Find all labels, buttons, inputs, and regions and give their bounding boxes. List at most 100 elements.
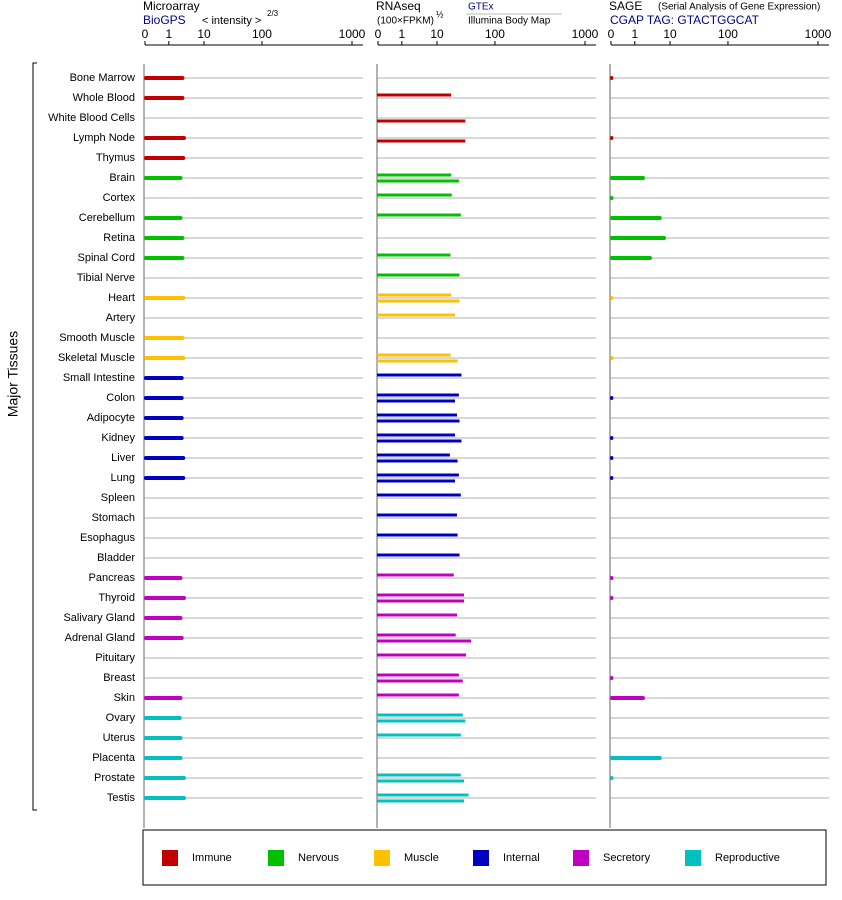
bar [377, 633, 456, 637]
bar [377, 119, 466, 123]
tissue-label: Breast [103, 672, 135, 684]
bar [377, 179, 459, 183]
bar [144, 696, 183, 700]
x-tick-label: 100 [718, 27, 738, 41]
bar [144, 456, 186, 460]
bar [144, 216, 183, 220]
x-tick-label: 0 [608, 27, 615, 41]
bar [377, 593, 465, 597]
legend-label: Reproductive [715, 852, 780, 864]
bar [377, 773, 461, 777]
x-tick-label: 0 [375, 27, 382, 41]
legend-swatch [162, 850, 178, 866]
tissue-label: Stomach [92, 512, 135, 524]
legend-swatch [573, 850, 589, 866]
tissue-label: Pancreas [89, 572, 136, 584]
bar [377, 479, 456, 483]
tissue-label: White Blood Cells [48, 112, 135, 124]
bar [144, 796, 187, 800]
bar [377, 719, 466, 723]
bar [377, 599, 465, 603]
axis-label: < intensity > [202, 15, 261, 27]
tissue-label: Adrenal Gland [65, 632, 135, 644]
tissue-label: Prostate [94, 772, 135, 784]
legend-label: Internal [503, 852, 540, 864]
tissue-label: Spleen [101, 492, 135, 504]
legend-label: Secretory [603, 852, 651, 864]
bar [610, 456, 614, 460]
bar [377, 413, 457, 417]
bar [377, 553, 460, 557]
bar [144, 636, 184, 640]
bar [610, 476, 614, 480]
tissue-label: Skeletal Muscle [58, 352, 135, 364]
bar [144, 336, 185, 340]
bar [144, 436, 184, 440]
tissue-label: Cerebellum [79, 212, 135, 224]
legend-swatch [685, 850, 701, 866]
axis-exponent: ½ [436, 9, 444, 19]
tissue-label: Small Intestine [63, 372, 135, 384]
bar [377, 193, 452, 197]
x-tick-label: 1 [398, 27, 405, 41]
x-tick-label: 1 [165, 27, 172, 41]
bar [144, 756, 183, 760]
bar [377, 799, 465, 803]
bar [377, 313, 456, 317]
x-tick-label: 1 [631, 27, 638, 41]
x-tick-label: 100 [252, 27, 272, 41]
bar [377, 293, 452, 297]
legend-label: Nervous [298, 852, 339, 864]
legend-box [142, 829, 827, 886]
tissue-label: Esophagus [80, 532, 136, 544]
bar [377, 453, 450, 457]
bracket [32, 62, 37, 811]
bar [144, 616, 183, 620]
tissue-label: Lung [111, 472, 135, 484]
tissue-label: Artery [106, 312, 136, 324]
bar [144, 736, 183, 740]
tissue-label: Bladder [97, 552, 135, 564]
bar [377, 779, 465, 783]
bar [377, 679, 463, 683]
legend-label: Immune [192, 852, 232, 864]
bar [144, 576, 183, 580]
bar [377, 213, 461, 217]
bar [377, 93, 452, 97]
tissue-label: Uterus [103, 732, 136, 744]
bar [610, 356, 614, 360]
bar [144, 596, 187, 600]
x-tick-label: 10 [430, 27, 444, 41]
bar [610, 196, 614, 200]
bar [377, 713, 463, 717]
bar [377, 439, 462, 443]
bar [377, 299, 460, 303]
tissue-label: Colon [106, 392, 135, 404]
bar [377, 433, 456, 437]
tissue-label: Kidney [101, 432, 135, 444]
bar [377, 353, 451, 357]
bar [377, 613, 457, 617]
x-tick-label: 100 [485, 27, 505, 41]
bar [144, 396, 184, 400]
bar [377, 173, 452, 177]
bar [377, 513, 457, 517]
tissue-label: Salivary Gland [63, 612, 135, 624]
tissue-label: Brain [109, 172, 135, 184]
axis-label: (Serial Analysis of Gene Expression) [658, 2, 820, 13]
x-tick-label: 0 [142, 27, 149, 41]
tissue-label: Adipocyte [87, 412, 135, 424]
series-name: BioGPS [143, 13, 186, 27]
bar [610, 236, 667, 240]
x-tick-label: 10 [663, 27, 677, 41]
legend-swatch [374, 850, 390, 866]
tissue-label: Testis [107, 792, 136, 804]
bar [377, 139, 466, 143]
tissue-label: Spinal Cord [78, 252, 135, 264]
bar [377, 573, 454, 577]
bar [610, 676, 614, 680]
tissue-label: Tibial Nerve [77, 272, 135, 284]
bar [144, 356, 186, 360]
